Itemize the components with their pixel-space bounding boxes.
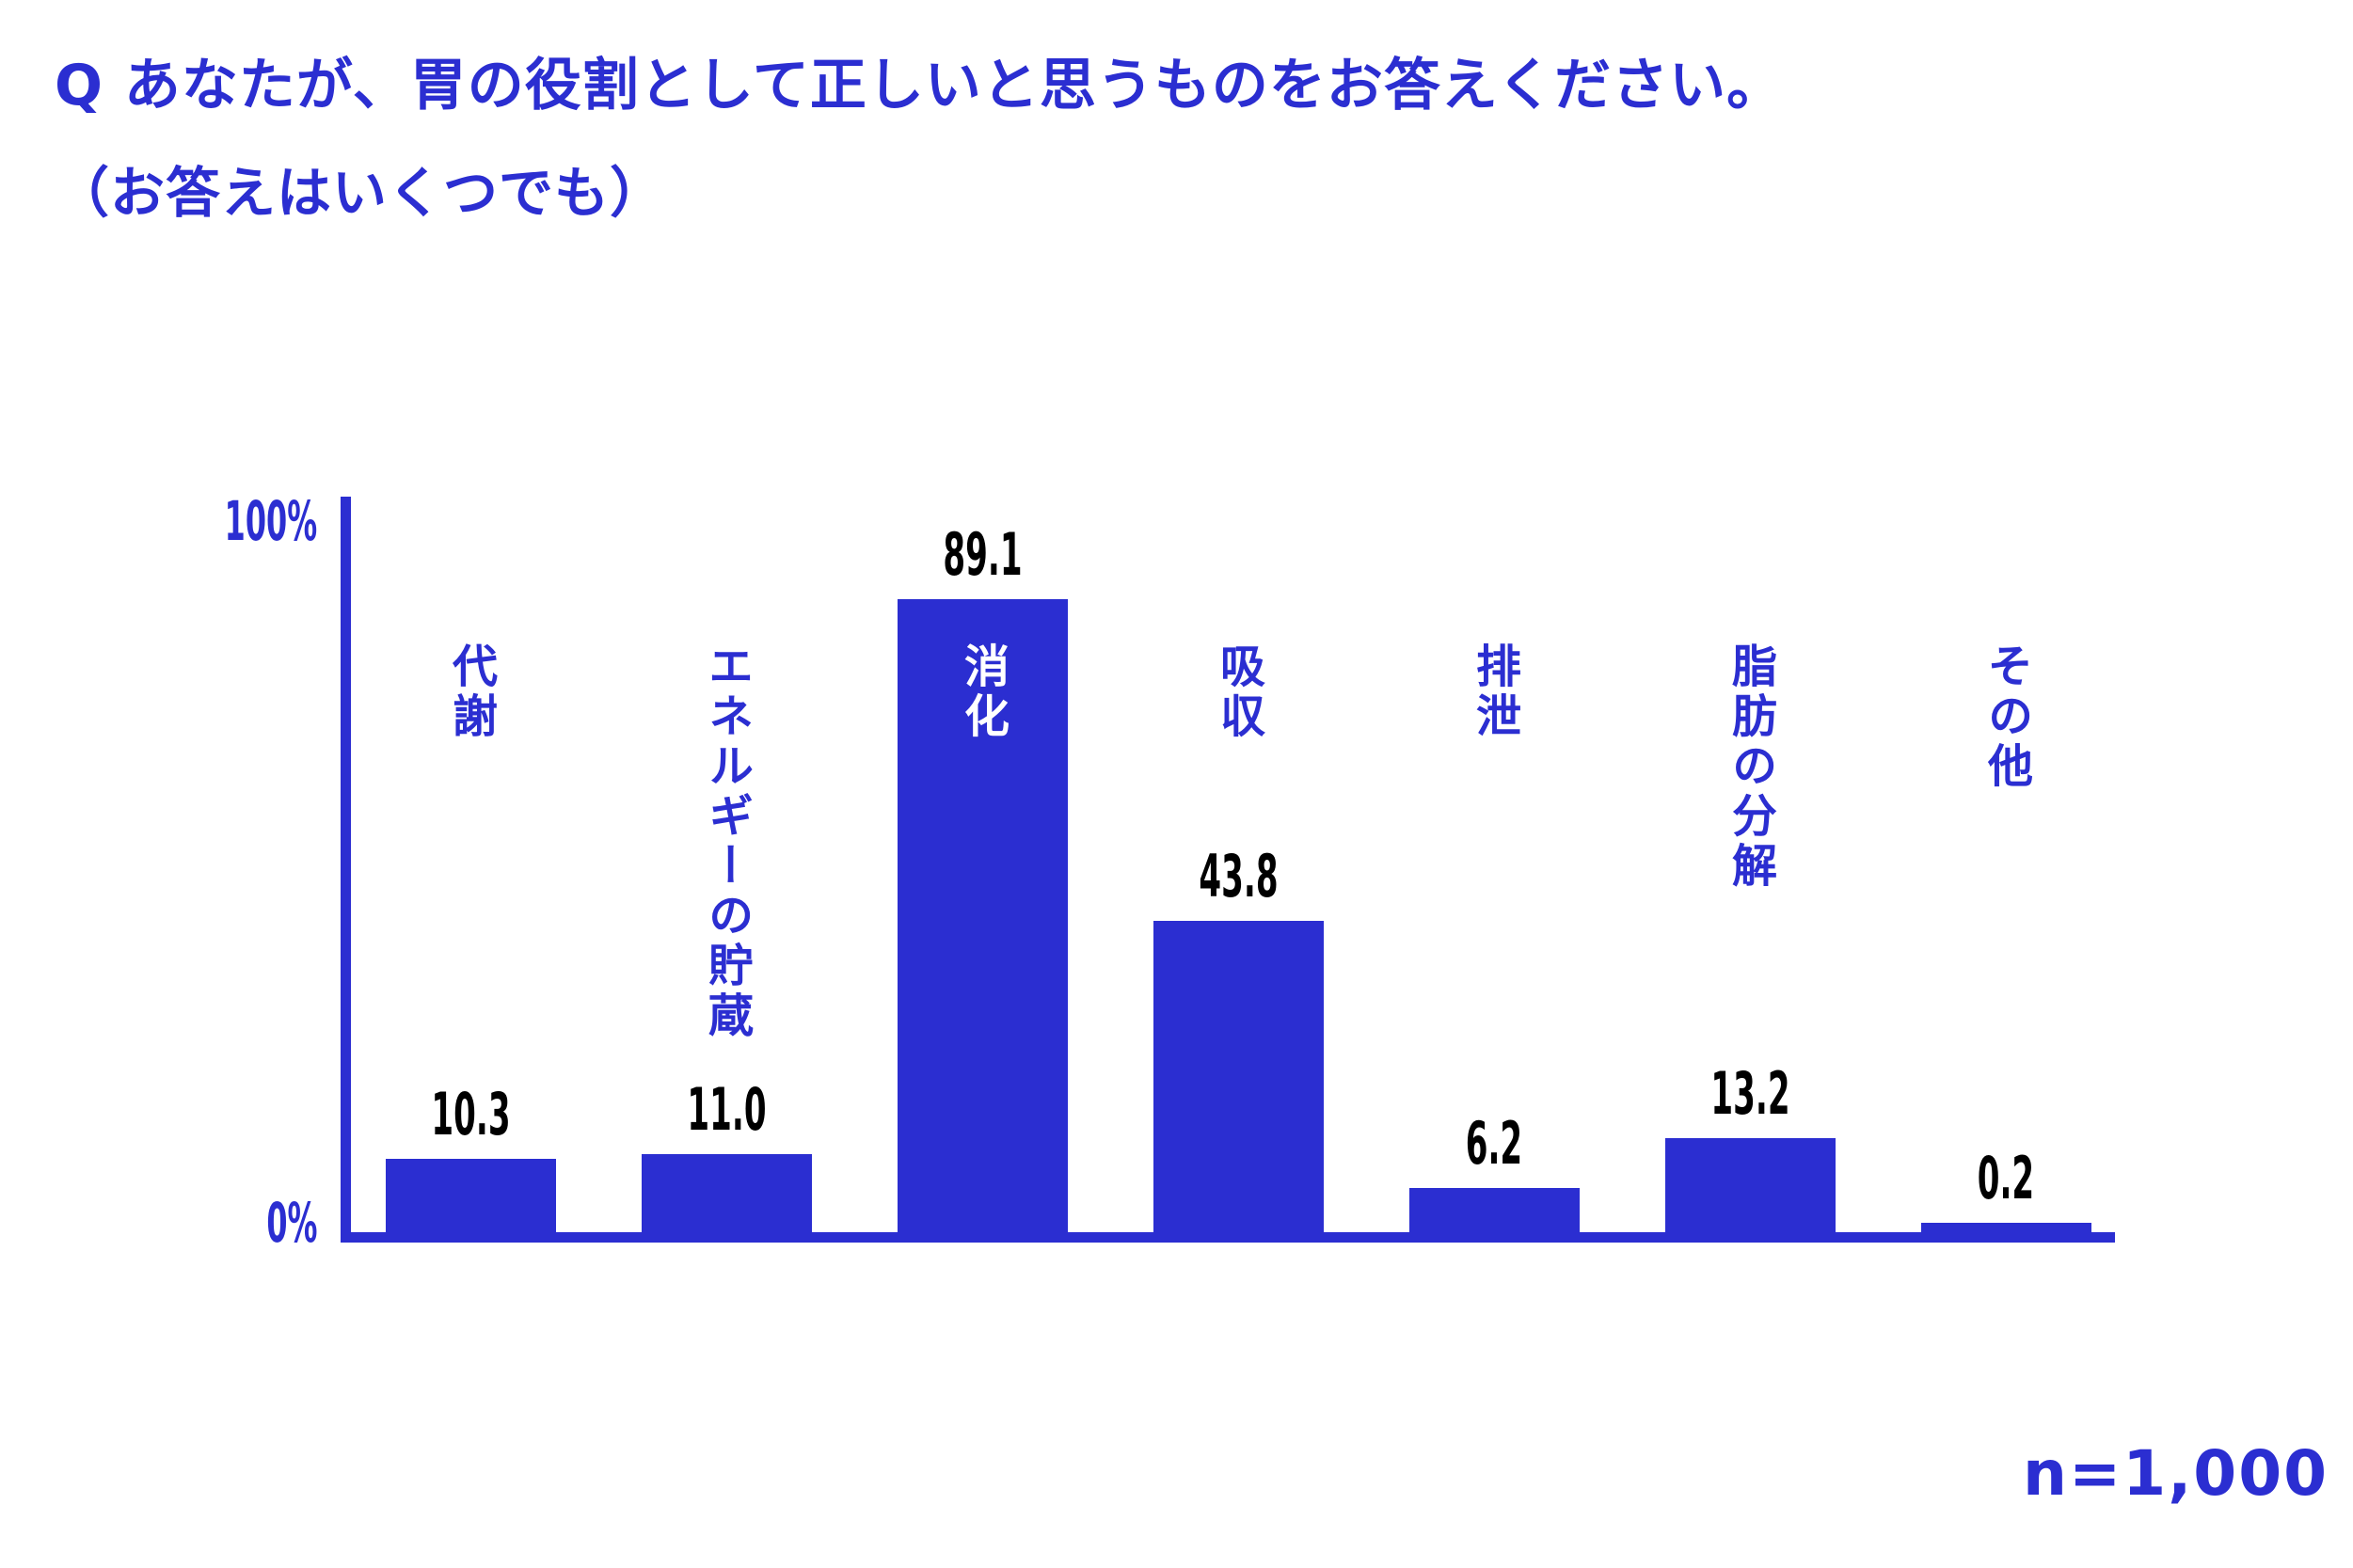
bar-value-label-1: 11.0 (598, 1074, 854, 1144)
bar-category-label-5: 脂肪の分解 (1724, 642, 1776, 892)
bar-4 (1408, 1188, 1580, 1243)
y-axis-tick-0: 0% (56, 1196, 317, 1250)
sample-size-label: n=1,000 (2023, 1437, 2329, 1510)
bar-value-label-4: 6.2 (1366, 1115, 1622, 1173)
y-axis-tick-0-text: 0% (265, 1191, 317, 1255)
question-title: Q あなたが、胃の役割として正しいと思うものをお答えください。 (55, 53, 1785, 119)
bar-category-label-4: 排泄 (1468, 642, 1520, 742)
bar-value-text-6: 0.2 (1977, 1144, 2035, 1212)
bar-1 (641, 1153, 812, 1243)
y-axis-tick-100: 100% (56, 494, 317, 548)
bar-6 (1920, 1223, 2091, 1243)
y-axis-tick-100-text: 100% (224, 489, 317, 553)
question-subtitle: （お答えはいくつでも） (55, 161, 666, 225)
y-axis-line (341, 497, 351, 1243)
bar-value-text-2: 89.1 (942, 520, 1023, 590)
bar-value-label-6: 0.2 (1878, 1149, 2134, 1208)
bar-value-text-5: 13.2 (1709, 1059, 1790, 1129)
bar-value-label-0: 10.3 (342, 1085, 598, 1144)
bar-value-label-3: 43.8 (1110, 847, 1366, 906)
bar-value-text-1: 11.0 (686, 1074, 767, 1144)
bar-category-label-6: その他 (1979, 642, 2032, 792)
bar-value-label-2: 89.1 (854, 526, 1110, 584)
bar-2 (897, 599, 1068, 1243)
bar-category-label-1: エネルギーの貯蔵 (700, 642, 753, 1041)
bar-5 (1664, 1138, 1836, 1243)
bar-value-text-4: 6.2 (1465, 1109, 1523, 1179)
bar-3 (1153, 921, 1324, 1243)
bar-value-label-5: 13.2 (1622, 1065, 1878, 1123)
bar-category-label-3: 吸収 (1212, 642, 1264, 742)
bar-0 (385, 1159, 556, 1243)
bar-value-text-3: 43.8 (1198, 842, 1279, 911)
bar-category-label-0: 代謝 (444, 642, 497, 742)
bar-category-label-2: 消化 (956, 642, 1009, 742)
bar-value-text-0: 10.3 (430, 1080, 511, 1149)
